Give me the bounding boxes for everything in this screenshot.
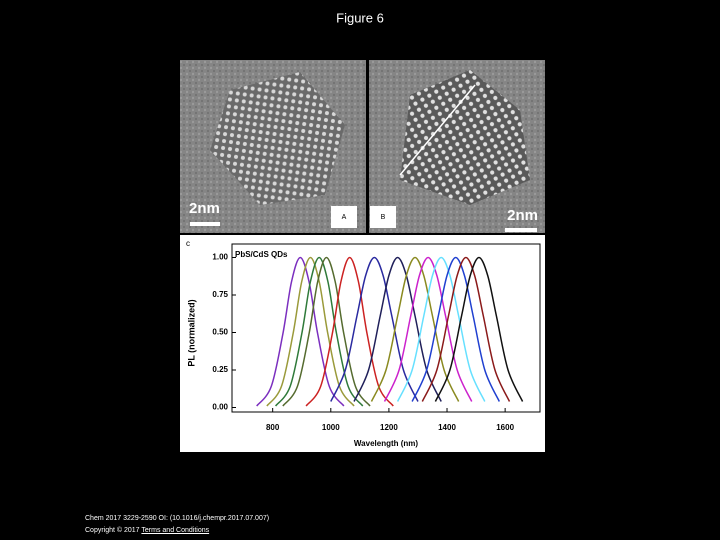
label-box — [370, 206, 396, 228]
scale-label: 2nm — [507, 207, 538, 224]
panel-label: B — [381, 214, 386, 221]
y-tick-label: 1.00 — [212, 253, 228, 262]
y-tick-label: 0.00 — [212, 403, 228, 412]
spectrum-line — [353, 256, 442, 402]
spectrum-line — [305, 256, 394, 407]
plot-frame — [231, 243, 541, 413]
scale-bar — [190, 222, 220, 226]
y-axis-label: PL (normalized) — [186, 299, 196, 366]
scale-label: 2nm — [189, 200, 220, 217]
x-axis-label: Wavelength (nm) — [354, 439, 418, 448]
plot: 0.00 0.25 0.50 0.75 1.00 800 1000 1200 1400 1600 — [212, 253, 524, 432]
chart-panel — [180, 235, 545, 452]
panel-label: A — [342, 214, 347, 221]
x-tick-label: 1400 — [438, 423, 456, 432]
scale-bar — [505, 228, 537, 232]
y-tick-label: 0.75 — [212, 290, 228, 299]
copyright-line: Copyright © 2017 Terms and Conditions — [85, 527, 209, 534]
citation: Chem 2017 3229-2590 OI: (10.1016/j.chemp… — [85, 515, 270, 522]
spectrum-line — [421, 256, 511, 402]
x-tick-label: 1000 — [322, 423, 340, 432]
x-tick-label: 800 — [266, 423, 280, 432]
y-tick-label: 0.50 — [212, 328, 228, 337]
spectrum-line — [330, 256, 419, 402]
measure-line — [399, 84, 476, 176]
terms-link[interactable]: Terms and Conditions — [141, 527, 210, 534]
y-tick-label: 0.25 — [212, 365, 228, 374]
spectrum-line — [396, 256, 486, 402]
nanocrystal-b — [400, 70, 530, 205]
label-box — [331, 206, 357, 228]
spectrum-line — [282, 256, 371, 407]
spectrum-line — [434, 256, 524, 402]
annotation: PbS/CdS QDs — [235, 250, 288, 259]
spectrum-line — [266, 256, 355, 407]
spectrum-line — [256, 256, 345, 407]
spectrum-line — [411, 256, 501, 402]
copyright: Copyright © 2017 — [85, 527, 140, 534]
x-tick-label: 1600 — [496, 423, 514, 432]
panel-label: c — [186, 239, 190, 248]
figure-title: Figure 6 — [336, 10, 384, 25]
nanocrystal-a — [210, 72, 345, 205]
x-tick-label: 1200 — [380, 423, 398, 432]
